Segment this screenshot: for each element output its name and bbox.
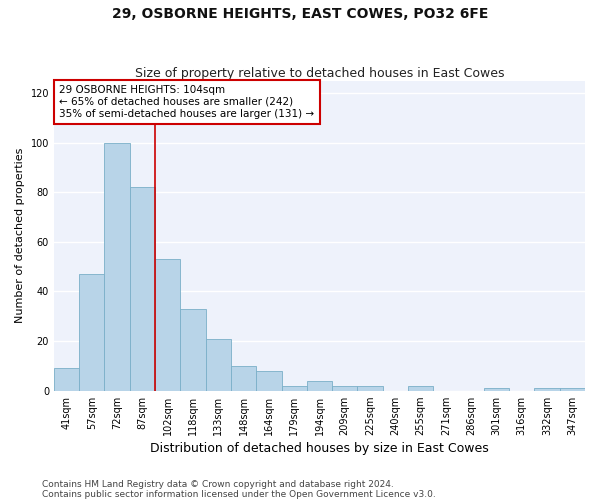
Bar — [54, 368, 79, 390]
Bar — [408, 386, 433, 390]
Bar — [155, 259, 181, 390]
Text: 29, OSBORNE HEIGHTS, EAST COWES, PO32 6FE: 29, OSBORNE HEIGHTS, EAST COWES, PO32 6F… — [112, 8, 488, 22]
Bar — [484, 388, 509, 390]
Bar — [281, 386, 307, 390]
Bar — [358, 386, 383, 390]
Bar — [130, 188, 155, 390]
Text: Contains HM Land Registry data © Crown copyright and database right 2024.
Contai: Contains HM Land Registry data © Crown c… — [42, 480, 436, 499]
Bar — [560, 388, 585, 390]
Text: 29 OSBORNE HEIGHTS: 104sqm
← 65% of detached houses are smaller (242)
35% of sem: 29 OSBORNE HEIGHTS: 104sqm ← 65% of deta… — [59, 86, 314, 118]
Bar — [104, 142, 130, 390]
Bar — [231, 366, 256, 390]
Bar — [307, 381, 332, 390]
Y-axis label: Number of detached properties: Number of detached properties — [15, 148, 25, 324]
Bar — [79, 274, 104, 390]
Bar — [256, 371, 281, 390]
Bar — [181, 309, 206, 390]
Bar — [332, 386, 358, 390]
Title: Size of property relative to detached houses in East Cowes: Size of property relative to detached ho… — [135, 66, 504, 80]
X-axis label: Distribution of detached houses by size in East Cowes: Distribution of detached houses by size … — [150, 442, 489, 455]
Bar — [206, 338, 231, 390]
Bar — [535, 388, 560, 390]
